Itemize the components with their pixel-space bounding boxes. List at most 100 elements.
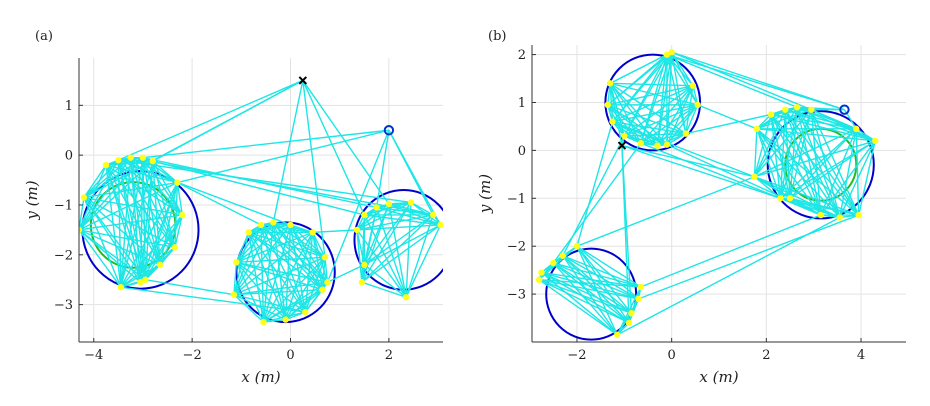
graph-node bbox=[324, 279, 331, 286]
graph-edge bbox=[538, 279, 618, 336]
graph-edge bbox=[541, 271, 632, 314]
graph-edge bbox=[621, 144, 781, 199]
y-tick-label: −2 bbox=[54, 248, 73, 263]
graph-edge bbox=[364, 214, 441, 226]
graph-edge bbox=[375, 130, 390, 208]
y-tick-label: −2 bbox=[507, 240, 526, 255]
graph-node bbox=[751, 173, 758, 180]
graph-edge bbox=[784, 109, 841, 218]
graph-edge bbox=[83, 79, 304, 199]
graph-edge bbox=[623, 85, 694, 137]
graph-edge bbox=[79, 229, 122, 288]
panel-b: −2 0 2 4 −3 −2 −1 0 1 2 x (m) y (m) (b) bbox=[476, 29, 906, 386]
graph-node bbox=[260, 318, 267, 326]
graph-edge bbox=[538, 279, 630, 324]
graph-edge bbox=[356, 203, 390, 231]
graph-edge bbox=[142, 157, 183, 216]
graph-nodes bbox=[535, 48, 879, 339]
plot-area bbox=[535, 48, 879, 341]
graph-node bbox=[663, 141, 671, 148]
graph-edge bbox=[302, 80, 365, 216]
graph-edge bbox=[363, 202, 412, 266]
graph-edge bbox=[810, 109, 841, 218]
graph-node bbox=[142, 276, 149, 283]
graph-node bbox=[635, 295, 642, 303]
x-tick-label: −4 bbox=[84, 348, 103, 363]
x-axis-label: x (m) bbox=[699, 368, 738, 386]
graph-edge bbox=[83, 196, 176, 248]
graph-edge bbox=[152, 161, 161, 265]
graph-edge bbox=[820, 128, 857, 216]
x-tick-label: 2 bbox=[385, 348, 393, 363]
graph-edge bbox=[272, 222, 324, 291]
graph-edge bbox=[607, 51, 673, 106]
graph-edge bbox=[666, 144, 822, 216]
graph-node bbox=[407, 199, 415, 206]
graph-edge bbox=[610, 82, 693, 87]
graph-node bbox=[429, 211, 437, 219]
x-tick-label: 0 bbox=[286, 348, 294, 363]
graph-edge bbox=[607, 104, 668, 146]
graph-node bbox=[171, 244, 179, 251]
graph-edge bbox=[248, 224, 291, 234]
plot-area bbox=[79, 79, 443, 326]
graph-edge bbox=[666, 133, 687, 146]
start-marker-stroke bbox=[298, 76, 308, 85]
graph-edge bbox=[656, 104, 699, 147]
graph-node bbox=[621, 132, 628, 140]
graph-edge bbox=[118, 79, 304, 161]
graph-edge bbox=[118, 159, 291, 226]
graph-edge bbox=[302, 80, 390, 205]
graph-edge bbox=[79, 229, 161, 266]
graph-edge bbox=[233, 294, 264, 323]
graph-edge bbox=[83, 197, 122, 288]
graph-node bbox=[115, 156, 122, 164]
graph-node bbox=[174, 179, 181, 186]
graph-edge bbox=[754, 176, 791, 199]
graph-edge bbox=[789, 197, 840, 219]
x-tick-label: −2 bbox=[567, 348, 586, 363]
graph-edge bbox=[248, 231, 326, 258]
goal-marker bbox=[383, 125, 395, 136]
graph-edge bbox=[290, 224, 313, 234]
graph-edge bbox=[666, 54, 699, 106]
graph-node bbox=[353, 226, 361, 234]
graph-edge bbox=[176, 182, 183, 216]
graph-edge bbox=[538, 262, 554, 281]
graph-node bbox=[793, 104, 801, 111]
graph-edge bbox=[120, 214, 183, 288]
x-tick-label: −2 bbox=[183, 348, 202, 363]
graph-node bbox=[628, 310, 635, 317]
graph-edge bbox=[552, 142, 642, 264]
graph-node bbox=[604, 101, 611, 109]
graph-node bbox=[139, 154, 147, 161]
graph-edge bbox=[272, 80, 304, 223]
graph-edge bbox=[105, 164, 147, 280]
graph-edge bbox=[312, 232, 326, 258]
graph-edge bbox=[356, 224, 441, 231]
graph-node bbox=[385, 200, 393, 208]
graph-edge bbox=[356, 229, 407, 298]
obstacle-circle bbox=[604, 53, 702, 152]
graph-edge bbox=[754, 128, 857, 178]
graph-edge bbox=[607, 85, 694, 106]
graph-edge bbox=[753, 106, 798, 178]
graph-edge bbox=[640, 214, 822, 288]
graph-edge bbox=[779, 109, 786, 199]
graph-node bbox=[402, 293, 410, 301]
graph-edge bbox=[666, 53, 798, 108]
graph-node bbox=[753, 125, 761, 133]
graph-node bbox=[609, 118, 616, 125]
graph-edge bbox=[105, 165, 122, 288]
graph-node bbox=[80, 194, 88, 201]
graph-edge bbox=[753, 109, 812, 178]
graph-edge bbox=[405, 224, 442, 298]
graph-edge bbox=[235, 261, 306, 313]
graph-edge bbox=[139, 157, 144, 283]
graph-node bbox=[149, 157, 156, 165]
graph-edge bbox=[361, 281, 407, 298]
graph-node bbox=[689, 82, 697, 89]
start-marker bbox=[298, 76, 308, 85]
graph-node bbox=[309, 229, 316, 236]
graph-node bbox=[535, 276, 543, 283]
